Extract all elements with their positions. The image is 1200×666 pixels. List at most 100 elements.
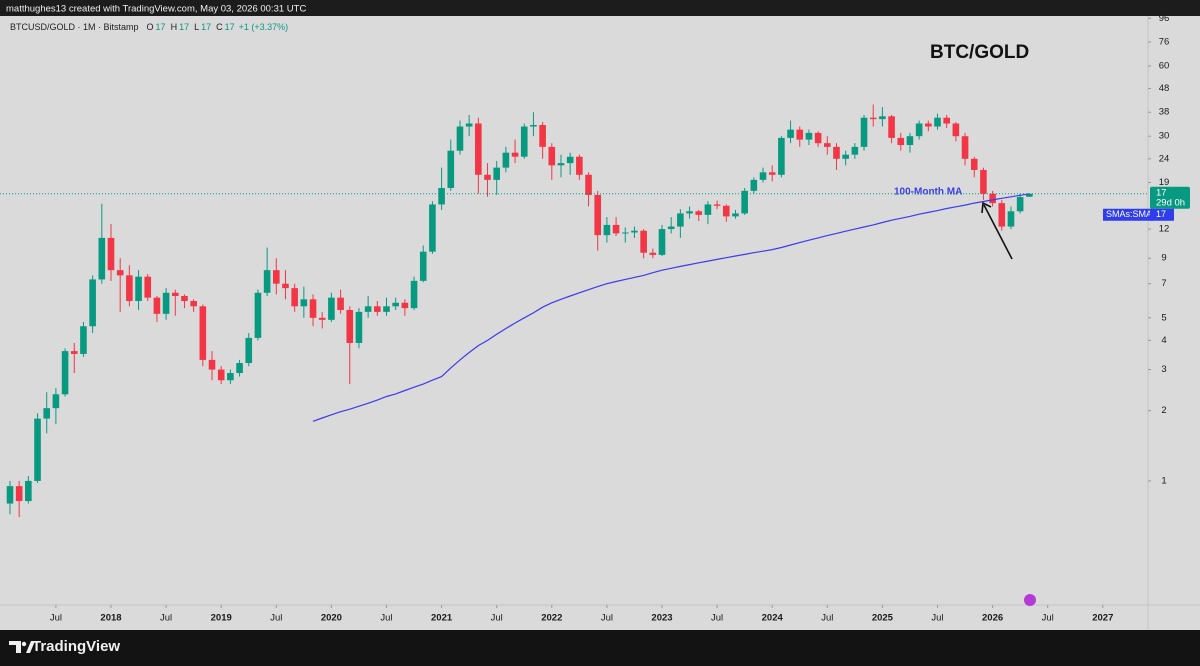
candle-body <box>456 126 464 151</box>
candle-body <box>291 288 298 307</box>
candle-body <box>952 123 960 137</box>
candle-body <box>539 125 546 147</box>
candle-body <box>502 152 510 168</box>
legend-label: 100-Month MA <box>894 186 962 197</box>
candle-body <box>309 299 317 318</box>
symbol-legend: BTCUSD/GOLD · 1M · Bitstamp O 17 H 17 L 17 C 17 +… <box>10 22 288 32</box>
y-tick-label: 2 <box>1161 405 1166 416</box>
candle-body <box>576 156 583 175</box>
y-tick-label: 96 <box>1159 13 1170 24</box>
candle-body <box>631 230 638 233</box>
arrow-line <box>983 204 1013 260</box>
candle-body <box>677 213 684 227</box>
y-tick-label: 12 <box>1159 224 1170 235</box>
candle-body <box>208 359 216 370</box>
candle-body <box>1007 211 1015 227</box>
header-bar <box>0 0 1200 16</box>
candle-body <box>328 297 335 320</box>
candle-body <box>860 117 868 147</box>
candle-body <box>1016 197 1024 212</box>
candle-body <box>585 174 592 195</box>
candle-body <box>70 351 78 354</box>
x-tick-label: Jul <box>50 613 62 624</box>
y-tick-label: 30 <box>1159 131 1170 142</box>
candle-body <box>1026 193 1033 197</box>
candle-body <box>970 158 978 170</box>
candle-body <box>704 204 712 215</box>
candle-body <box>43 408 51 419</box>
candle-body <box>943 117 950 124</box>
x-tick-label: Jul <box>1042 613 1054 624</box>
ohlc-value: 17 <box>201 22 211 32</box>
candle-body <box>475 123 482 175</box>
candle-body <box>6 486 14 504</box>
study-value: 17 <box>1156 209 1166 219</box>
y-tick-label: 19 <box>1159 177 1170 188</box>
x-tick-label: 2018 <box>100 613 121 624</box>
price-tag-countdown: 29d 0h <box>1156 197 1185 208</box>
x-tick-label: Jul <box>711 613 723 624</box>
candle-body <box>300 299 308 307</box>
price-tag <box>1150 186 1190 209</box>
candle-body <box>245 337 253 364</box>
candle-body <box>282 283 289 289</box>
y-tick-label: 4 <box>1161 335 1166 346</box>
ohlc-key: O <box>147 22 154 32</box>
candle-body <box>25 480 32 502</box>
candle-body <box>34 418 41 481</box>
logo-shape <box>26 641 35 653</box>
candle-body <box>236 363 243 374</box>
candle-body <box>888 116 895 138</box>
arrow-head <box>981 201 992 214</box>
candle-body <box>925 123 932 127</box>
candle-body <box>869 117 877 120</box>
candle-body <box>116 270 124 276</box>
candle-body <box>126 275 133 302</box>
candle-body <box>603 224 611 236</box>
candle-body <box>778 137 785 175</box>
candle-body <box>814 132 822 144</box>
candle-body <box>227 373 234 381</box>
y-tick-label: 5 <box>1161 312 1166 323</box>
candle-body <box>640 230 647 253</box>
change: +1 (+3.37%) <box>239 22 289 32</box>
candle-body <box>181 295 188 302</box>
price-tag-value: 17 <box>1156 187 1167 198</box>
ohlc-value: 17 <box>156 22 166 32</box>
replay-icon[interactable] <box>1024 594 1036 606</box>
candle-body <box>465 123 473 127</box>
candle-body <box>15 486 23 502</box>
y-tick-label: 60 <box>1159 60 1170 71</box>
ohlc-value: 17 <box>225 22 235 32</box>
candle-body <box>842 154 849 159</box>
candle-body <box>364 306 372 312</box>
candle-body <box>144 276 152 298</box>
x-tick-label: 2023 <box>651 613 672 624</box>
candle-body <box>980 169 987 194</box>
candle-body <box>429 204 436 252</box>
candle-body <box>998 203 1006 227</box>
x-tick-label: 2025 <box>872 613 894 624</box>
candle-body <box>419 251 427 281</box>
chart-title: BTC/GOLD <box>930 42 1029 63</box>
candle-body <box>787 129 794 138</box>
candle-body <box>135 276 142 302</box>
annotation-arrow <box>981 201 1013 260</box>
candle-body <box>493 167 500 180</box>
candle-body <box>447 150 455 188</box>
candle-body <box>961 136 969 159</box>
ohlc-key: C <box>216 22 223 32</box>
candle-body <box>879 116 886 120</box>
candle-body <box>934 117 941 127</box>
candle-body <box>217 369 225 381</box>
candle-body <box>318 317 326 320</box>
candle-body <box>759 172 767 180</box>
x-tick-label: Jul <box>491 613 503 624</box>
candle-body <box>410 280 418 309</box>
candle-body <box>98 237 106 280</box>
credit: matthughes13 created with TradingView.co… <box>6 4 306 15</box>
candle-body <box>915 123 923 137</box>
candle-body <box>566 156 574 164</box>
